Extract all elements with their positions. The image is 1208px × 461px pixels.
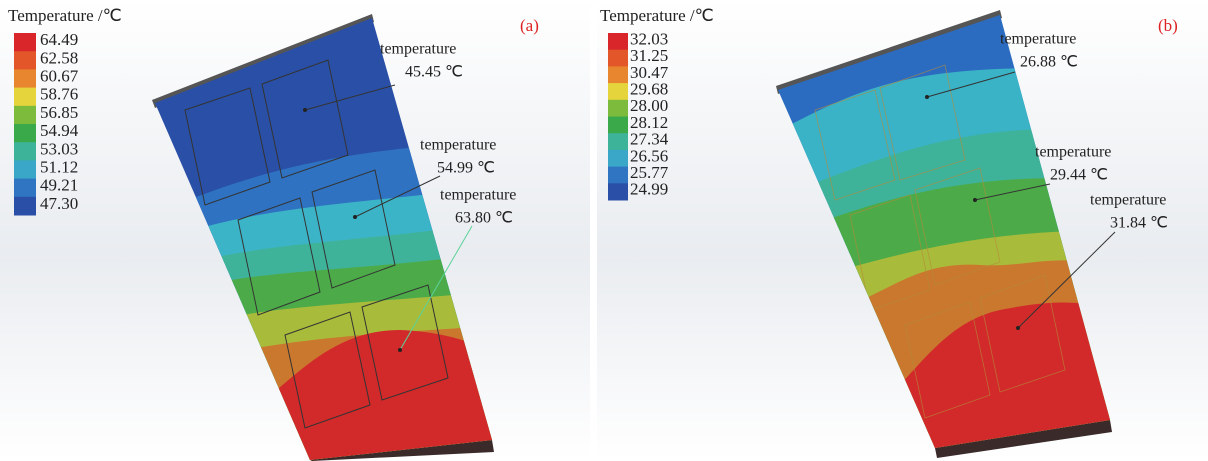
probe-point — [398, 348, 402, 352]
legend-swatch — [608, 100, 628, 117]
panel-label: (a) — [520, 16, 539, 35]
legend-swatch — [14, 33, 36, 52]
legend-swatch — [608, 183, 628, 200]
annotation-label: temperature — [440, 187, 516, 204]
legend-value: 62.58 — [40, 48, 78, 67]
annotation-value: 29.44 ℃ — [1050, 167, 1108, 184]
legend-swatch — [14, 106, 36, 125]
annotation-label: temperature — [420, 137, 496, 154]
legend-value: 49.21 — [40, 176, 78, 195]
legend-swatch — [14, 142, 36, 161]
legend-swatch — [14, 160, 36, 179]
probe-point — [1016, 326, 1020, 330]
legend-swatch — [14, 124, 36, 143]
legend-swatch — [14, 197, 36, 216]
legend-swatch — [14, 88, 36, 107]
legend-title: Temperature /℃ — [8, 6, 122, 25]
legend-swatch — [608, 50, 628, 67]
probe-point — [353, 215, 357, 219]
legend-swatch — [14, 179, 36, 198]
annotation-label: temperature — [1090, 192, 1166, 209]
legend-swatch — [608, 117, 628, 134]
legend-swatch — [608, 33, 628, 50]
legend-swatch — [608, 150, 628, 167]
legend-title: Temperature /℃ — [600, 6, 714, 25]
legend-swatch — [608, 66, 628, 83]
legend-swatch — [14, 69, 36, 88]
annotation-label: temperature — [380, 41, 456, 58]
legend-value: 60.67 — [40, 66, 79, 85]
probe-point — [925, 95, 929, 99]
annotation-value: 63.80 ℃ — [455, 210, 513, 227]
annotation-label: temperature — [1000, 31, 1076, 48]
legend-value: 53.03 — [40, 139, 78, 158]
panel-label: (b) — [1158, 16, 1178, 35]
probe-point — [303, 108, 307, 112]
probe-point — [973, 198, 977, 202]
legend-value: 64.49 — [40, 30, 78, 49]
legend-value: 47.30 — [40, 194, 78, 213]
annotation-value: 54.99 ℃ — [437, 160, 495, 177]
legend-value: 51.12 — [40, 157, 78, 176]
annotation-label: temperature — [1035, 144, 1111, 161]
annotation-value: 45.45 ℃ — [405, 64, 463, 81]
annotation-value: 26.88 ℃ — [1020, 54, 1078, 71]
page: Temperature /℃64.4962.5860.6758.7656.855… — [0, 0, 1208, 461]
legend-swatch — [14, 51, 36, 70]
figure: Temperature /℃64.4962.5860.6758.7656.855… — [0, 0, 1208, 461]
annotation-value: 31.84 ℃ — [1110, 215, 1168, 232]
legend-swatch — [608, 133, 628, 150]
legend-value: 58.76 — [40, 85, 78, 104]
legend-value: 54.94 — [40, 121, 79, 140]
legend-value: 56.85 — [40, 103, 78, 122]
legend-swatch — [608, 83, 628, 100]
legend-value: 24.99 — [630, 180, 668, 199]
legend-swatch — [608, 167, 628, 184]
